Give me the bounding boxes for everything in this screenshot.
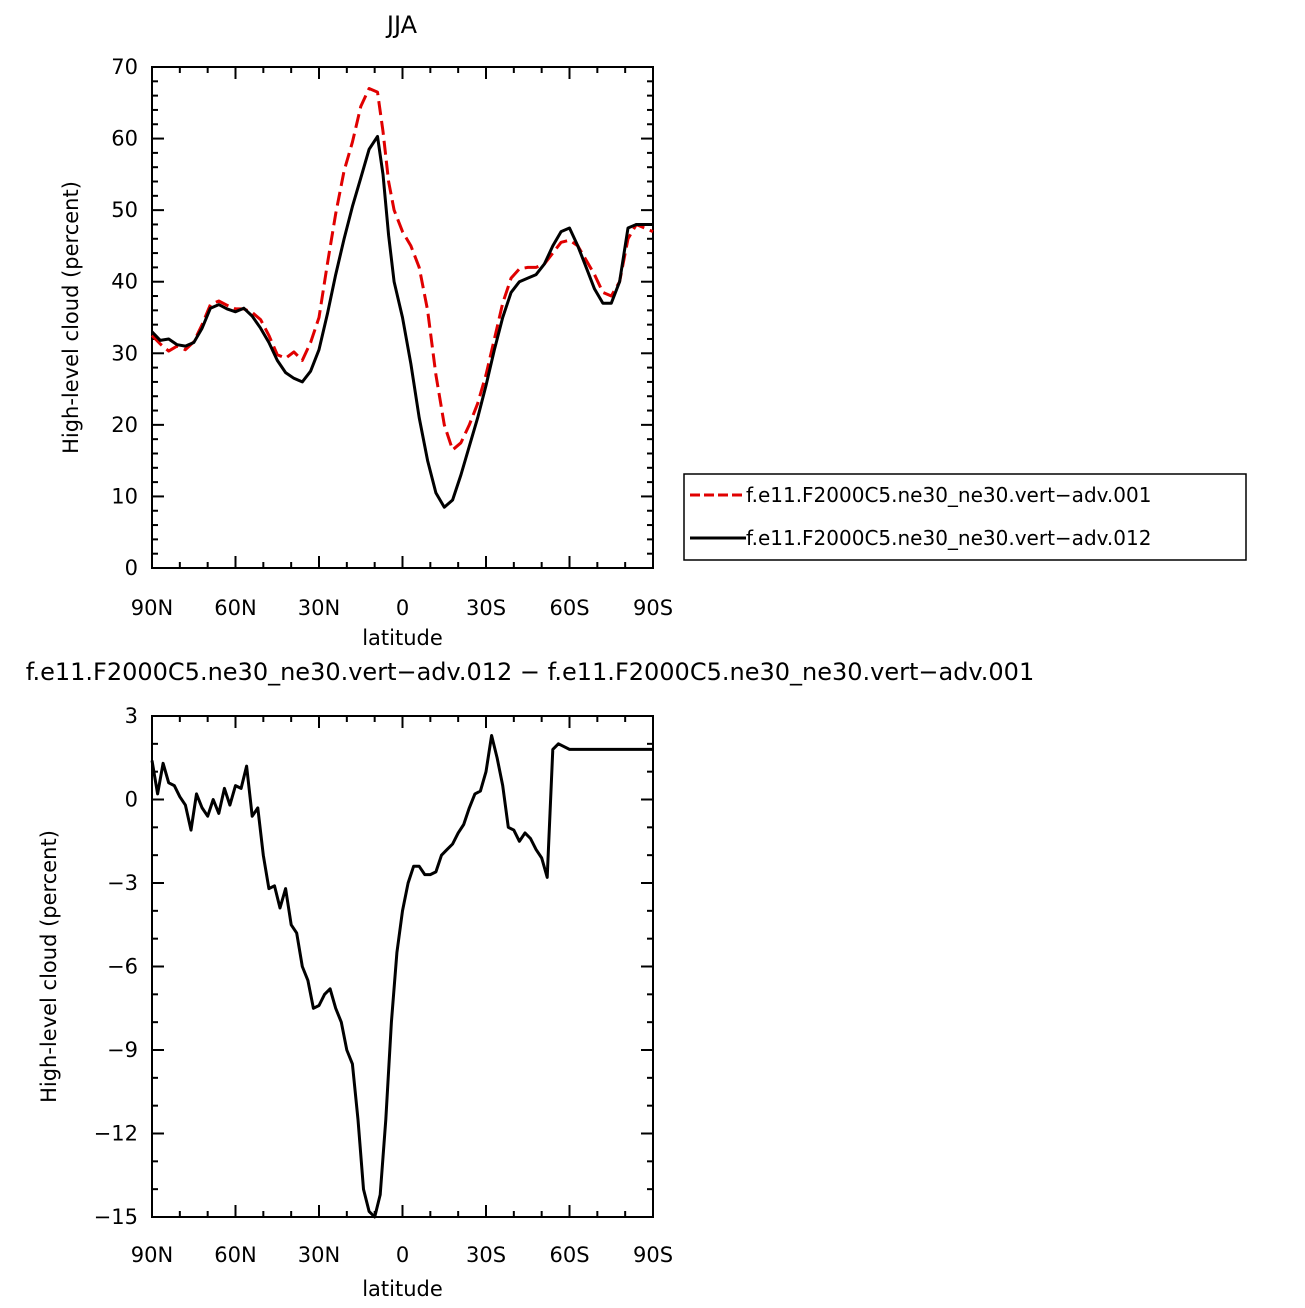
- x-tick-label: 30N: [298, 596, 340, 620]
- plot-frame: [151, 715, 654, 1218]
- legend-entry-1: f.e11.F2000C5.ne30_ne30.vert−adv.001: [746, 483, 1151, 507]
- series-line-1: [150, 87, 654, 452]
- chart-title: f.e11.F2000C5.ne30_ne30.vert−adv.012 − f…: [26, 658, 1034, 686]
- x-tick-label: 90S: [633, 1243, 673, 1267]
- x-tick-label: 60S: [549, 596, 589, 620]
- y-tick-label: 70: [111, 55, 138, 79]
- chart-panel-2: [150, 715, 654, 1219]
- x-tick-label: 60S: [549, 1243, 589, 1267]
- x-tick-label: 30N: [298, 1243, 340, 1267]
- legend-box: [683, 473, 1247, 561]
- y-tick-label: 0: [125, 556, 138, 580]
- x-axis-label: latitude: [362, 626, 443, 650]
- y-tick-label: 60: [111, 127, 138, 151]
- y-tick-label: 40: [111, 270, 138, 294]
- series-line-1: [150, 734, 653, 1219]
- y-axis-label: High-level cloud (percent): [37, 830, 61, 1103]
- y-tick-label: −9: [107, 1038, 138, 1062]
- x-tick-label: 90N: [131, 596, 173, 620]
- y-tick-label: 10: [111, 484, 138, 508]
- x-tick-label: 30S: [466, 1243, 506, 1267]
- y-tick-label: 3: [125, 704, 138, 728]
- y-tick-label: −6: [107, 955, 138, 979]
- y-tick-label: −3: [107, 871, 138, 895]
- x-tick-label: 90S: [633, 596, 673, 620]
- y-tick-label: 30: [111, 341, 138, 365]
- x-tick-label: 60N: [214, 596, 256, 620]
- legend-entry-2: f.e11.F2000C5.ne30_ne30.vert−adv.012: [746, 526, 1151, 550]
- y-tick-label: 0: [125, 788, 138, 812]
- x-tick-label: 30S: [466, 596, 506, 620]
- y-tick-label: −15: [94, 1205, 138, 1229]
- x-tick-label: 90N: [131, 1243, 173, 1267]
- chart-panel-1: [150, 66, 1247, 569]
- x-tick-label: 60N: [214, 1243, 256, 1267]
- series-line-2: [150, 134, 653, 509]
- x-tick-label: 0: [396, 596, 409, 620]
- y-tick-label: −12: [94, 1122, 138, 1146]
- y-tick-label: 20: [111, 413, 138, 437]
- y-axis-label: High-level cloud (percent): [59, 181, 83, 454]
- x-tick-label: 0: [396, 1243, 409, 1267]
- x-axis-label: latitude: [362, 1277, 443, 1301]
- y-tick-label: 50: [111, 198, 138, 222]
- chart-title: JJA: [385, 11, 418, 39]
